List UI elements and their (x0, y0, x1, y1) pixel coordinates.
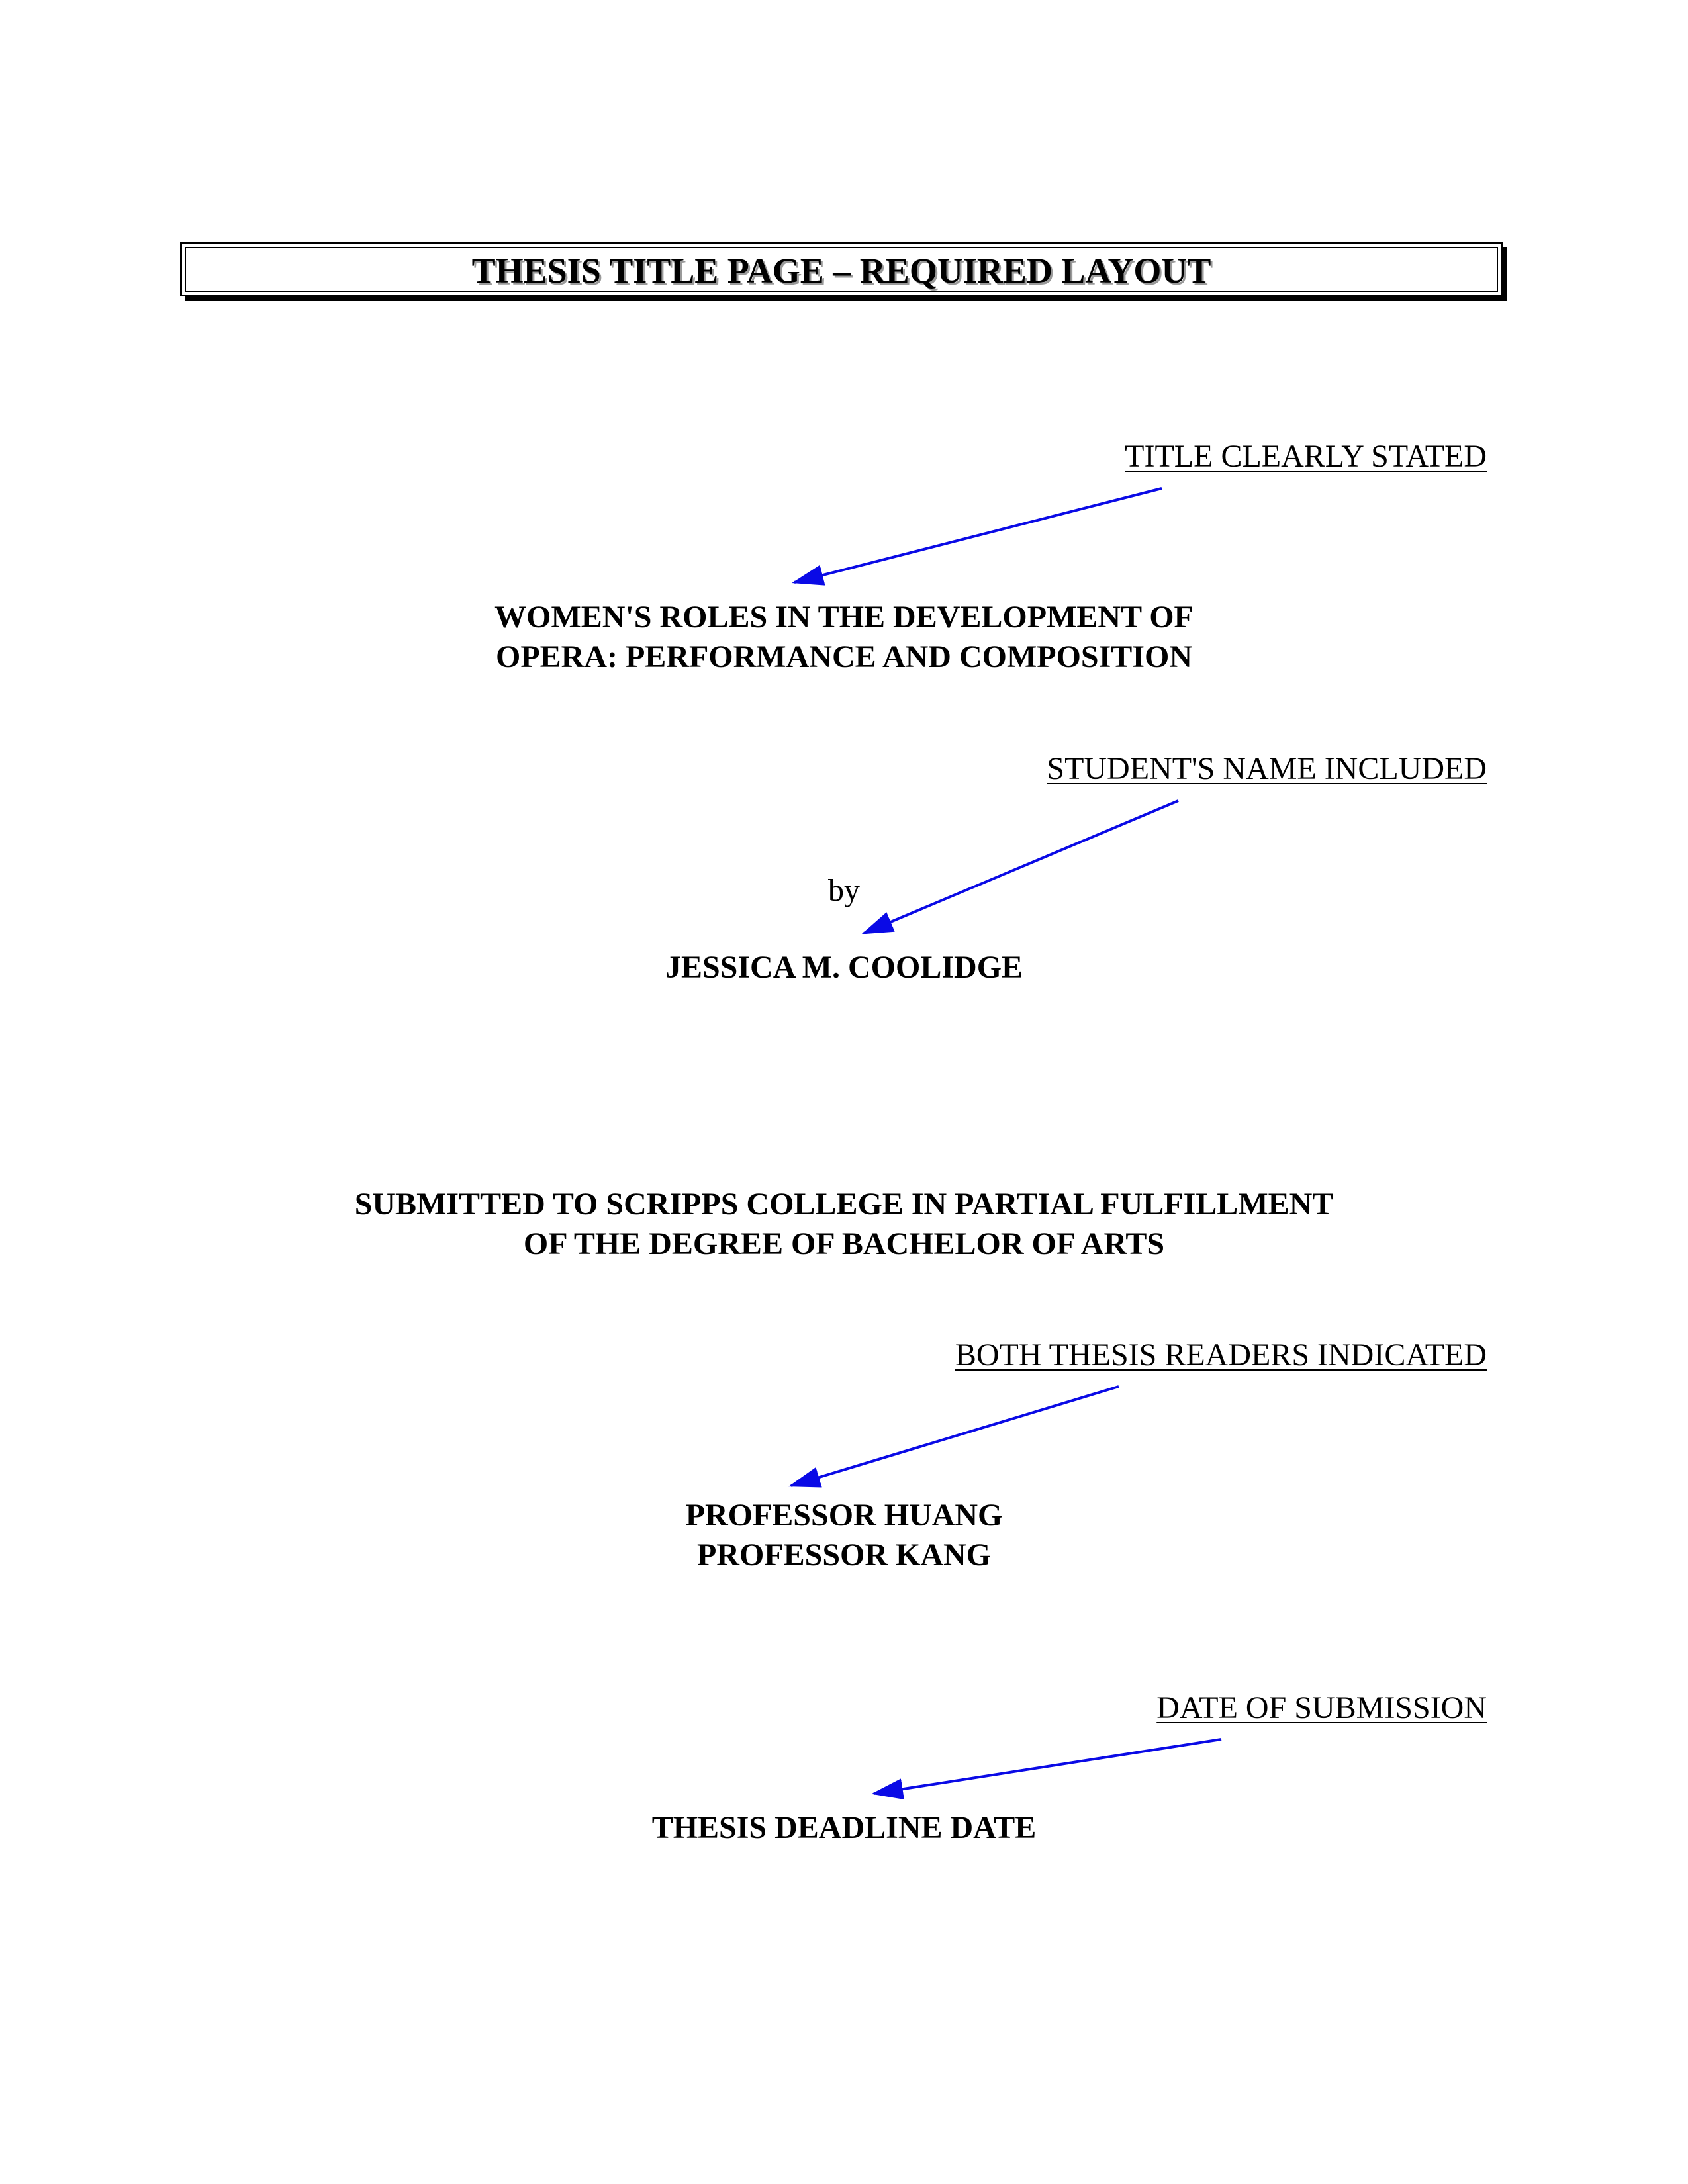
deadline-date: THESIS DEADLINE DATE (651, 1810, 1037, 1845)
date-note: DATE OF SUBMISSION (1156, 1690, 1487, 1725)
submission-line-1: SUBMITTED TO SCRIPPS COLLEGE IN PARTIAL … (354, 1187, 1334, 1222)
thesis-title-line-2: OPERA: PERFORMANCE AND COMPOSITION (496, 639, 1192, 674)
thesis-title-line-1: WOMEN'S ROLES IN THE DEVELOPMENT OF (494, 600, 1194, 635)
name-note: STUDENT'S NAME INCLUDED (1047, 751, 1487, 786)
page-title: THESIS TITLE PAGE – REQUIRED LAYOUT (471, 251, 1211, 291)
by-label: by (828, 873, 860, 908)
arrow-to-date (871, 1738, 1222, 1800)
arrow-to-author (861, 799, 1179, 934)
header-box: THESIS TITLE PAGE – REQUIRED LAYOUT (180, 242, 1503, 296)
reader-2: PROFESSOR KANG (696, 1537, 992, 1572)
author-name: JESSICA M. COOLIDGE (665, 950, 1023, 985)
arrow-to-readers (788, 1385, 1119, 1488)
reader-1: PROFESSOR HUANG (685, 1498, 1003, 1533)
arrow-to-title (792, 487, 1162, 586)
submission-line-2: OF THE DEGREE OF BACHELOR OF ARTS (523, 1226, 1165, 1261)
readers-note: BOTH THESIS READERS INDICATED (955, 1338, 1487, 1373)
title-note: TITLE CLEARLY STATED (1125, 439, 1487, 474)
